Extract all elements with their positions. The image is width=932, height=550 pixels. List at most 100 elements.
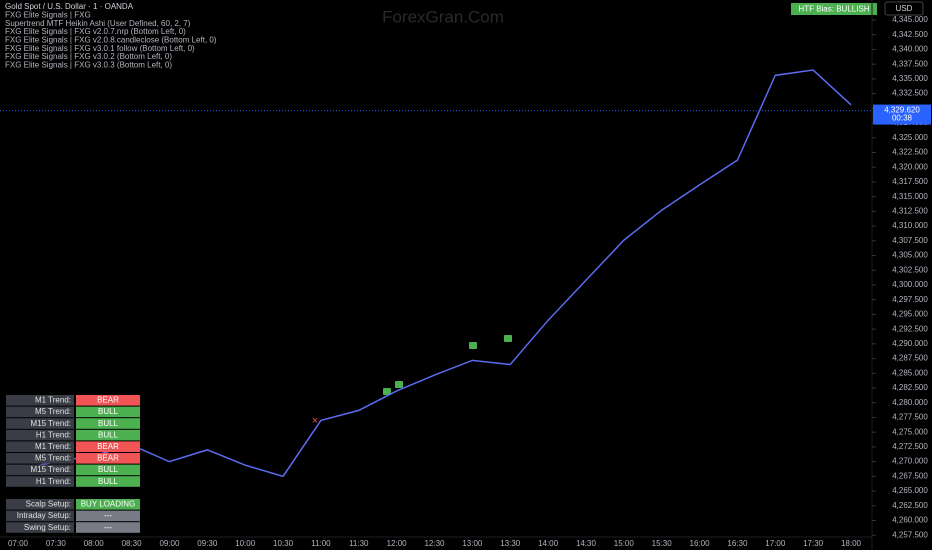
table-value-cell — [76, 441, 140, 452]
table-value-cell — [76, 429, 140, 441]
y-tick-label: 4,297.500 — [892, 295, 928, 304]
x-tick-label: 11:00 — [311, 539, 331, 548]
table-value: BEAR — [97, 442, 119, 451]
y-tick-label: 4,302.500 — [892, 265, 928, 274]
y-tick-label: 4,307.500 — [892, 236, 928, 245]
y-tick-label: 4,282.500 — [892, 383, 928, 392]
x-tick-label: 12:00 — [387, 539, 408, 548]
table-label-cell — [6, 395, 74, 406]
x-tick-label: 14:30 — [576, 539, 597, 548]
chart-title: Gold Spot / U.S. Dollar · 1 · OANDA — [5, 2, 134, 11]
table-value: BULL — [98, 407, 119, 416]
table-value: BEAR — [97, 454, 119, 463]
table-value-cell — [76, 476, 140, 487]
y-tick-label: 4,257.500 — [892, 530, 928, 539]
table-label: M1 Trend: — [35, 442, 71, 451]
y-tick-label: 4,342.500 — [892, 30, 928, 39]
table-label-cell — [6, 429, 74, 441]
table-label: H1 Trend: — [36, 430, 71, 439]
x-tick-label: 14:00 — [538, 539, 559, 548]
table-value-cell — [76, 418, 140, 429]
indicator-label: Supertrend MTF Heikin Ashi (User Defined… — [5, 19, 191, 28]
table-label: M5 Trend: — [35, 407, 71, 416]
x-tick-label: 11:30 — [349, 539, 369, 548]
y-tick-label: 4,335.000 — [892, 74, 928, 83]
y-tick-label: 4,270.000 — [892, 457, 928, 466]
y-tick-label: 4,290.000 — [892, 339, 928, 348]
signal-icons: × — [312, 335, 512, 427]
y-tick-label: 4,337.500 — [892, 59, 928, 68]
table-label: Swing Setup: — [24, 523, 71, 532]
y-tick-label: 4,345.000 — [892, 15, 928, 24]
x-tick-label: 17:00 — [765, 539, 786, 548]
indicator-label: FXG Elite Signals | FXG — [5, 11, 91, 20]
table-label: M5 Trend: — [35, 454, 71, 463]
x-tick-label: 13:30 — [500, 539, 521, 548]
table-label: M1 Trend: — [35, 396, 71, 405]
x-tick-label: 09:00 — [159, 539, 180, 548]
x-tick-label: 17:30 — [803, 539, 824, 548]
table-value: BULL — [98, 430, 119, 439]
last-price-label: 4,329.620 — [884, 106, 920, 115]
table-value-cell — [76, 406, 140, 418]
y-tick-label: 4,315.000 — [892, 192, 928, 201]
x-tick-label: 07:30 — [46, 539, 67, 548]
table-value-cell — [76, 453, 140, 464]
table-label-cell — [6, 499, 74, 510]
y-tick-label: 4,322.500 — [892, 148, 928, 157]
table-label-cell — [6, 464, 74, 476]
table-label-cell — [6, 476, 74, 487]
table-label-cell — [6, 406, 74, 418]
table-value-cell — [76, 499, 140, 510]
table-value: BULL — [98, 465, 119, 474]
table-label: Scalp Setup: — [26, 500, 71, 509]
table-value-cell — [76, 510, 140, 522]
last-price-box — [873, 104, 931, 125]
table-value: BUY LOADING — [81, 500, 136, 509]
y-tick-label: 4,260.000 — [892, 516, 928, 525]
y-tick-label: 4,340.000 — [892, 45, 928, 54]
x-tick-label: 09:30 — [197, 539, 218, 548]
x-tick-label: 08:00 — [84, 539, 105, 548]
y-tick-label: 4,295.000 — [892, 310, 928, 319]
table-value-cell — [76, 522, 140, 533]
table-label: H1 Trend: — [36, 477, 71, 486]
table-label-cell — [6, 522, 74, 533]
table-value-cell — [76, 464, 140, 476]
indicator-label: FXG Elite Signals | FXG v2.0.7.nrp (Bott… — [5, 27, 186, 36]
table-label: Intraday Setup: — [17, 511, 71, 520]
watermark: ForexGran.Com — [382, 7, 504, 26]
indicator-label: FXG Elite Signals | FXG v3.0.1 follow (B… — [5, 44, 195, 53]
y-tick-label: 4,312.500 — [892, 206, 928, 215]
x-tick-label: 18:00 — [841, 539, 862, 548]
x-tick-label: 12:30 — [424, 539, 445, 548]
x-tick-label: 08:30 — [122, 539, 143, 548]
indicator-label: FXG Elite Signals | FXG v2.0.8.candleclo… — [5, 36, 217, 45]
y-tick-label: 4,277.500 — [892, 413, 928, 422]
y-tick-label: 4,287.500 — [892, 354, 928, 363]
x-tick-label: 16:00 — [690, 539, 711, 548]
x-tick-label: 07:00 — [8, 539, 29, 548]
table-label: M15 Trend: — [31, 419, 71, 428]
indicator-label: FXG Elite Signals | FXG v3.0.3 (Bottom L… — [5, 60, 172, 69]
table-label-cell — [6, 510, 74, 522]
y-tick-label: 4,265.000 — [892, 486, 928, 495]
y-tick-label: 4,300.000 — [892, 280, 928, 289]
currency: USD — [896, 4, 913, 13]
y-tick-label: 4,285.000 — [892, 368, 928, 377]
countdown: 00:38 — [892, 114, 913, 123]
y-tick-label: 4,317.500 — [892, 177, 928, 186]
table-label-cell — [6, 441, 74, 452]
y-tick-label: 4,320.000 — [892, 162, 928, 171]
y-tick-label: 4,325.000 — [892, 133, 928, 142]
table-label-cell — [6, 453, 74, 464]
y-tick-label: 4,272.500 — [892, 442, 928, 451]
bias-badge — [791, 3, 877, 15]
table-value: BULL — [98, 419, 119, 428]
x-tick-label: 15:30 — [652, 539, 673, 548]
y-tick-label: 4,310.000 — [892, 221, 928, 230]
table-label-cell — [6, 418, 74, 429]
x-tick-label: 10:00 — [235, 539, 256, 548]
